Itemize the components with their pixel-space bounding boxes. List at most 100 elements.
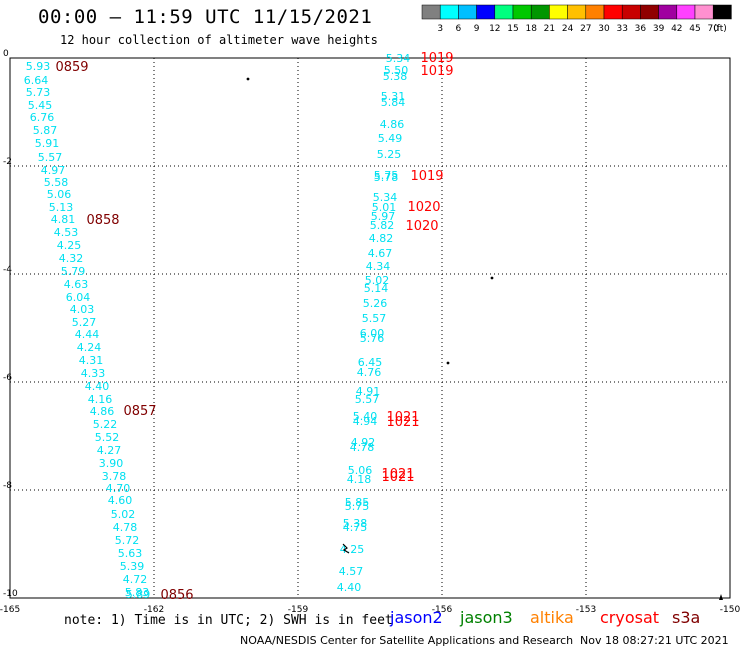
x-tick-label: -150	[720, 605, 740, 615]
mission-legend-jason3: jason3	[460, 608, 513, 627]
swh-value-track-b: 5.75	[374, 169, 399, 182]
y-tick-label: 0	[3, 49, 9, 59]
island-mark	[342, 543, 350, 554]
swh-value-track-a: 4.70	[106, 482, 131, 495]
pressure-label: 1019	[420, 64, 453, 79]
colorbar-swatch	[676, 4, 696, 20]
swh-value-track-a: 5.13	[49, 201, 74, 214]
swh-value-track-a: 5.52	[95, 431, 120, 444]
colorbar-unit-label: (ft)	[713, 24, 727, 34]
swh-value-track-b: 6.00	[360, 327, 385, 340]
colorbar-tick-label: 36	[635, 24, 647, 34]
y-tick-label: -6	[3, 373, 12, 383]
colorbar-swatch	[512, 4, 532, 20]
y-tick-label: -4	[3, 265, 12, 275]
x-tick-label: -162	[144, 605, 164, 615]
mission-legend-altika: altika	[530, 608, 574, 627]
colorbar-tick-label: 70	[707, 24, 719, 34]
swh-value-track-a: 4.03	[70, 303, 95, 316]
swh-value-track-b: 5.84	[381, 96, 406, 109]
swh-value-track-b: 4.18	[347, 473, 372, 486]
x-tick-label: -159	[288, 605, 309, 615]
swh-value-track-a: 5.93	[26, 60, 51, 73]
swh-value-track-b: 5.25	[377, 148, 402, 161]
y-tick-label: -8	[3, 481, 12, 491]
swh-value-track-a: 5.06	[47, 188, 72, 201]
swh-value-track-a: 4.33	[81, 367, 106, 380]
colorbar-swatch	[603, 4, 623, 20]
swh-value-track-b: 5.34	[386, 52, 411, 65]
swh-value-track-b: 5.40	[353, 410, 378, 423]
colorbar-swatch	[476, 4, 496, 20]
swh-value-track-a: 5.57	[38, 151, 63, 164]
footer-note: note: 1) Time is in UTC; 2) SWH is in fe…	[64, 613, 393, 628]
colorbar-tick-label: 42	[671, 24, 682, 34]
swh-value-track-a: 5.83	[125, 586, 150, 599]
colorbar-tick-label: 21	[544, 24, 555, 34]
swh-colorbar: 3 6 9 12 15 18 21 24 27 30 33 36 39 42 45 70(ft)	[421, 4, 732, 34]
swh-value-track-b: 5.06	[348, 464, 373, 477]
swh-value-track-a: 5.22	[93, 418, 118, 431]
swh-value-track-b: 4.92	[351, 436, 376, 449]
swh-value-track-a: 5.89	[126, 588, 151, 601]
swh-value-track-a: 5.73	[26, 86, 51, 99]
x-tick-label: -165	[0, 605, 20, 615]
pressure-label: 1021	[381, 467, 414, 482]
swh-value-track-a: 6.76	[30, 111, 55, 124]
swh-value-track-a: 4.63	[64, 278, 89, 291]
swh-value-track-b: 4.40	[337, 581, 362, 594]
footer-generated-time: Nov 18 08:27:21 UTC 2021	[580, 634, 729, 647]
swh-value-track-a: 4.31	[79, 354, 104, 367]
track-time-label: 0856	[160, 588, 193, 603]
pressure-label: 1020	[407, 200, 440, 215]
colorbar-swatch	[421, 4, 441, 20]
pressure-label: 1021	[381, 470, 414, 485]
altimeter-tracks: 5.936.645.735.456.765.875.915.574.975.58…	[24, 51, 454, 603]
colorbar-tick-label: 39	[653, 24, 665, 34]
swh-value-track-a: 4.53	[54, 226, 79, 239]
x-tick-label: -156	[432, 605, 453, 615]
swh-value-track-b: 5.14	[364, 282, 389, 295]
colorbar-swatch	[549, 4, 568, 20]
map-title: 00:00 – 11:59 UTC 11/15/2021	[38, 6, 373, 28]
colorbar-tick-label: 30	[598, 24, 610, 34]
colorbar-tick-label: 33	[616, 24, 627, 34]
swh-value-track-b: 5.26	[363, 297, 388, 310]
island-mark	[490, 276, 494, 280]
swh-value-track-b: 4.91	[356, 385, 381, 398]
map-grid	[10, 58, 730, 598]
swh-value-track-b: 4.67	[368, 247, 393, 260]
swh-value-track-a: 4.78	[113, 521, 138, 534]
swh-value-track-b: 5.34	[373, 191, 398, 204]
swh-value-track-b: 5.78	[374, 171, 399, 184]
colorbar-swatch	[658, 4, 678, 20]
swh-value-track-a: 5.27	[72, 316, 97, 329]
island-mark	[246, 77, 250, 81]
colorbar-tick-label: 15	[507, 24, 518, 34]
colorbar-tick-label: 9	[474, 24, 480, 34]
pressure-label: 1020	[405, 219, 438, 234]
swh-value-track-a: 5.02	[111, 508, 136, 521]
x-tick-label: -153	[576, 605, 596, 615]
swh-value-track-b: 4.94	[353, 415, 378, 428]
swh-value-track-b: 4.78	[350, 441, 375, 454]
swh-value-track-b: 5.01	[372, 201, 397, 214]
swh-value-track-b: 4.75	[343, 521, 368, 534]
colorbar-swatch	[621, 4, 641, 20]
swh-value-track-b: 5.31	[381, 90, 406, 103]
swh-value-track-a: 5.39	[120, 560, 145, 573]
swh-value-track-a: 4.97	[41, 164, 66, 177]
swh-value-track-a: 4.24	[77, 341, 102, 354]
colorbar-swatch	[567, 4, 587, 20]
swh-value-track-a: 5.45	[28, 99, 53, 112]
mission-legend-s3a: s3a	[672, 608, 701, 627]
colorbar-swatch	[585, 4, 605, 20]
swh-value-track-a: 5.79	[61, 265, 86, 278]
swh-value-track-a: 3.90	[99, 457, 124, 470]
colorbar-tick-label: 24	[562, 24, 574, 34]
island-mark	[446, 361, 450, 365]
swh-value-track-b: 5.38	[383, 70, 408, 83]
swh-value-track-b: 6.45	[358, 356, 383, 369]
land-marks	[246, 77, 723, 600]
